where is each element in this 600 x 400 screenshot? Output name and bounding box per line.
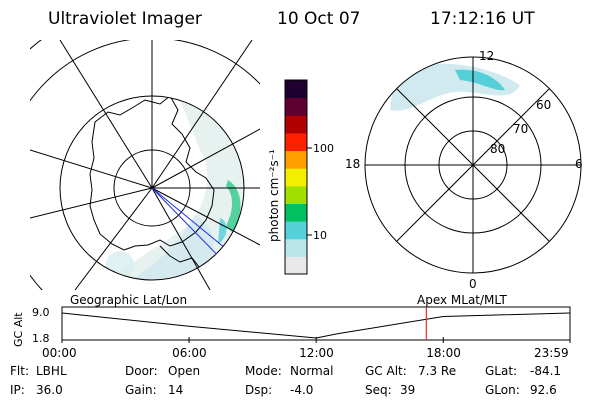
glat-value: -84.1 [530, 364, 561, 378]
seq-label: Seq: [365, 383, 392, 397]
mlt-label-6: 6 [575, 157, 583, 171]
seq-value: 39 [400, 383, 415, 397]
colorbar-cell [285, 115, 307, 134]
mlt-label-18: 18 [345, 157, 360, 171]
glon-label: GLon: [485, 383, 520, 397]
mlt-label-0: 0 [469, 277, 477, 291]
ip-value: 36.0 [36, 383, 63, 397]
colorbar-cell [285, 132, 307, 152]
glon-value: 92.6 [530, 383, 557, 397]
gcalt-label: GC Alt: [365, 364, 407, 378]
status-footer: Flt: LBHL Door: Open Mode: Normal GC Alt… [10, 364, 561, 397]
colorbar-cell [285, 97, 307, 116]
date-label: 10 Oct 07 [277, 9, 360, 29]
time-label: 17:12:16 UT [430, 9, 535, 29]
door-label: Door: [125, 364, 158, 378]
colorbar-cell [285, 238, 307, 257]
lat-label-80: 80 [490, 142, 505, 156]
altitude-curve [61, 312, 571, 339]
colorbar-tick-100: 100 [313, 142, 334, 155]
x-tick-label: 00:00 [42, 346, 77, 360]
x-tick-label: 12:00 [299, 346, 334, 360]
gain-label: Gain: [125, 383, 157, 397]
aurora-image-right [390, 63, 520, 111]
flt-value: LBHL [36, 364, 67, 378]
mlt-label-12: 12 [479, 49, 494, 63]
geographic-map [30, 40, 260, 290]
ip-label: IP: [10, 383, 25, 397]
colorbar-cell [285, 221, 307, 240]
colorbar-cell [285, 168, 307, 187]
mode-label: Mode: [245, 364, 282, 378]
left-map-label: Geographic Lat/Lon [70, 293, 187, 307]
dsp-label: Dsp: [245, 383, 272, 397]
gain-value: 14 [168, 383, 183, 397]
magnetic-polar-map: 12 18 6 0 60 70 80 [345, 49, 583, 291]
colorbar-cell [285, 80, 307, 99]
colorbar-cell [285, 203, 307, 222]
timeline-frame [61, 306, 571, 341]
x-tick-label: 18:00 [426, 346, 461, 360]
colorbar-tick-10: 10 [313, 229, 327, 242]
colorbar-cell [285, 150, 307, 169]
gcalt-value: 7.3 Re [418, 364, 456, 378]
door-value: Open [168, 364, 200, 378]
y-tick-1.8: 1.8 [32, 332, 50, 345]
glat-label: GLat: [485, 364, 517, 378]
intensity-colorbar: 100 10 photon cm⁻²s⁻¹ [267, 79, 334, 275]
altitude-timeline: Geographic Lat/Lon Apex MLat/MLT GC Alt … [12, 293, 571, 360]
lat-label-60: 60 [536, 98, 551, 112]
mode-value: Normal [290, 364, 333, 378]
dsp-value: -4.0 [290, 383, 313, 397]
x-tick-label: 23:59 [534, 346, 569, 360]
colorbar-cell [285, 185, 307, 204]
colorbar-unit-label: photon cm⁻²s⁻¹ [267, 149, 281, 242]
right-map-label: Apex MLat/MLT [417, 293, 507, 307]
x-tick-label: 06:00 [172, 346, 207, 360]
instrument-title: Ultraviolet Imager [48, 9, 202, 29]
colorbar-cell [285, 256, 307, 275]
lat-label-70: 70 [513, 122, 528, 136]
y-tick-9: 9.0 [32, 306, 50, 319]
flt-label: Flt: [10, 364, 29, 378]
y-axis-label: GC Alt [12, 312, 25, 347]
